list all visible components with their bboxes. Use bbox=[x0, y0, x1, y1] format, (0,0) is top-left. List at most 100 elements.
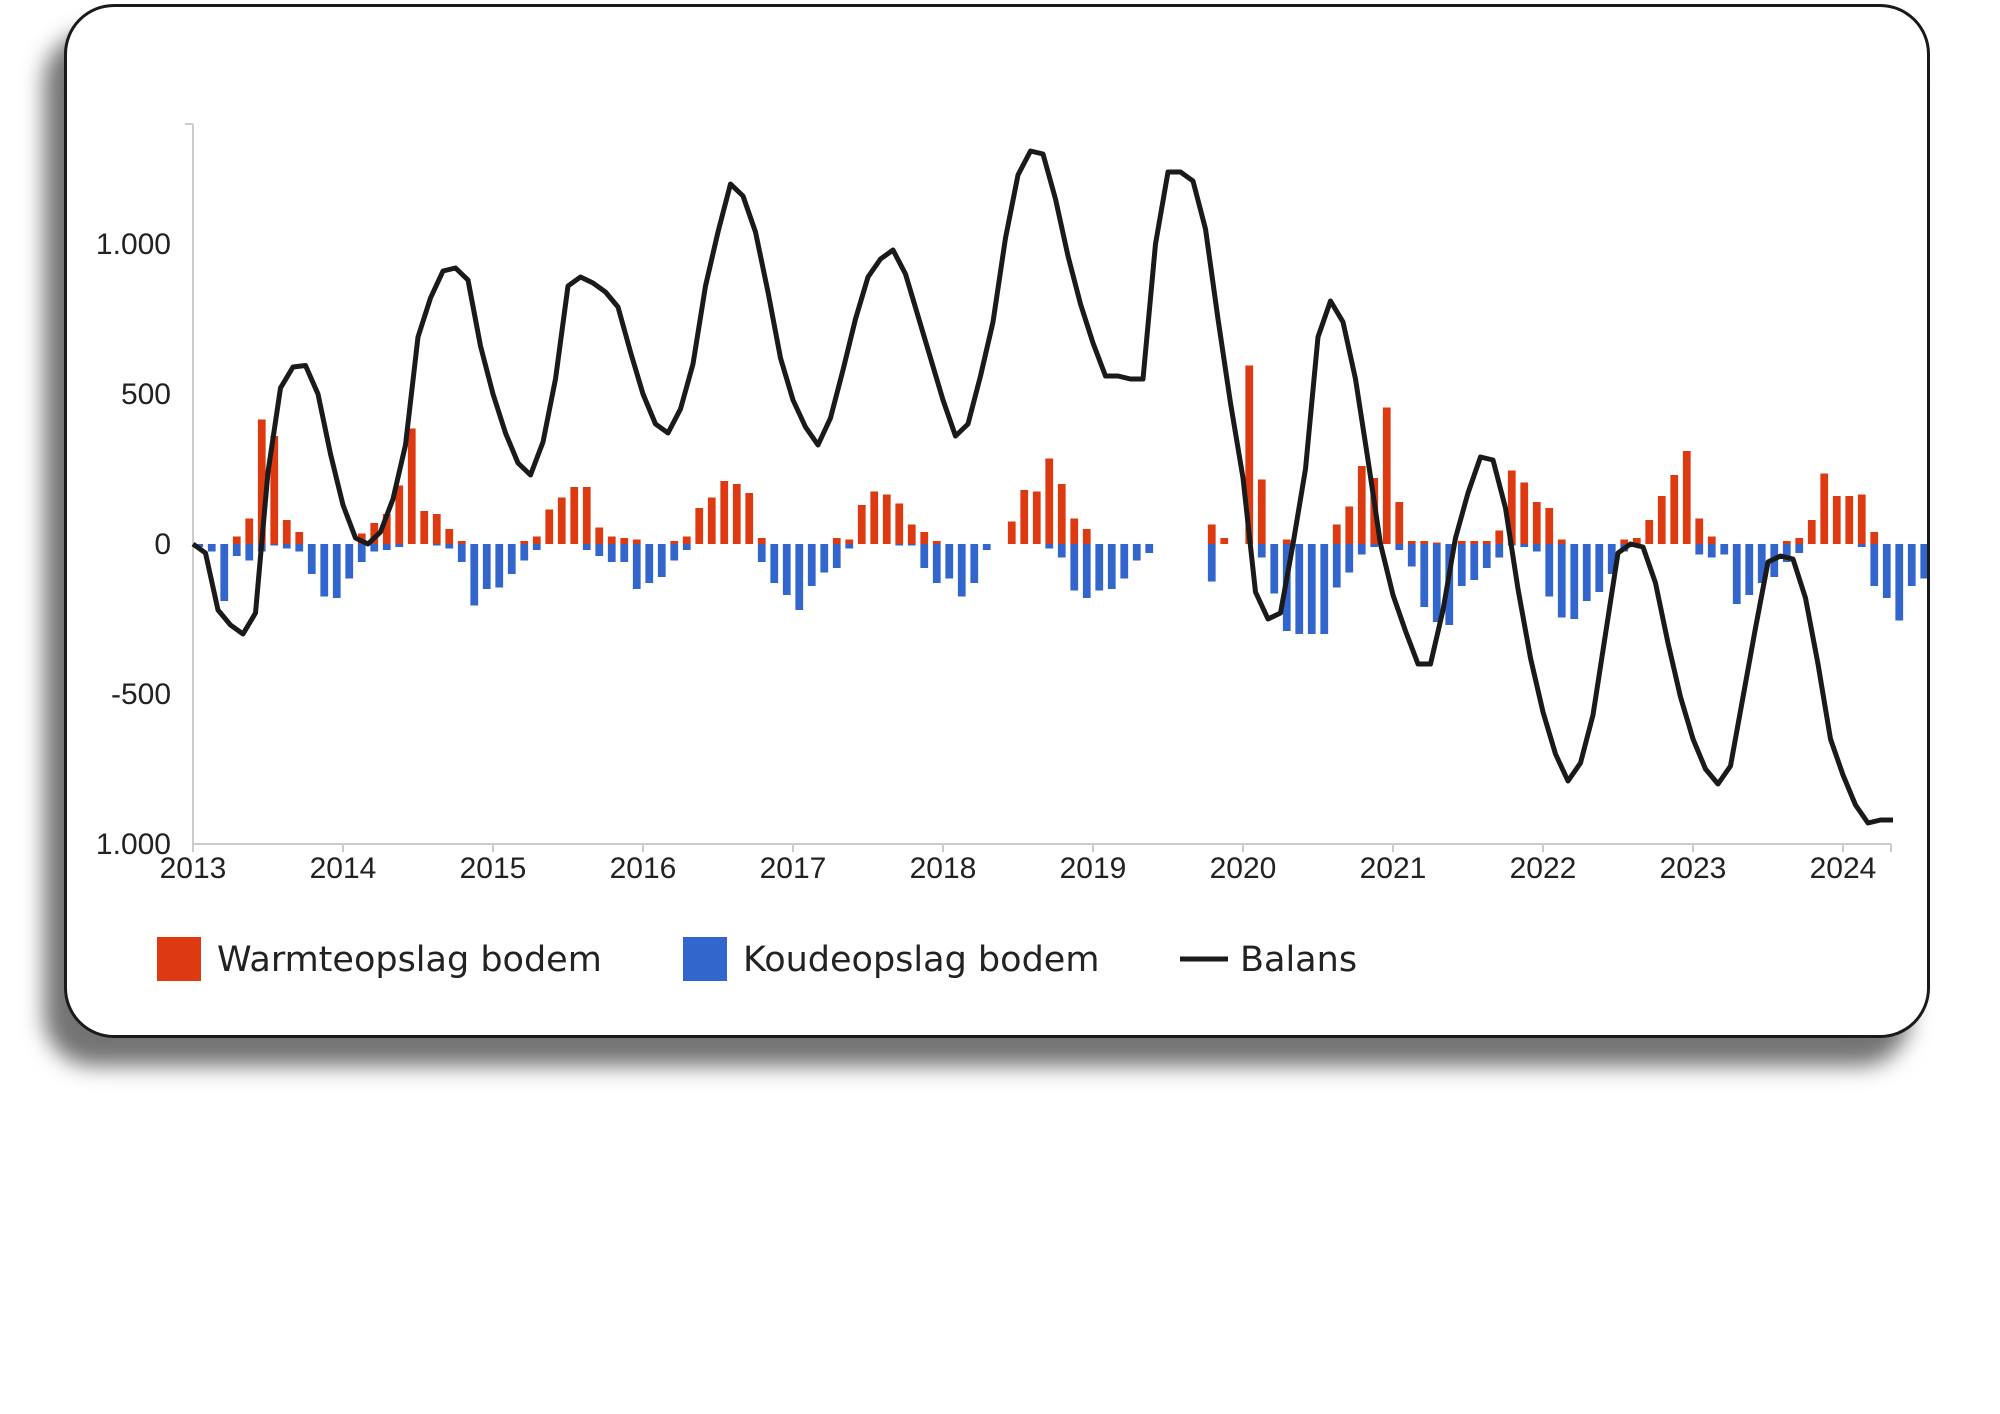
warmte-bar bbox=[1845, 496, 1854, 544]
koude-bar bbox=[1907, 544, 1916, 586]
warmte-bar bbox=[1357, 466, 1366, 544]
warmte-bar bbox=[1820, 473, 1829, 544]
warmte-bar bbox=[1332, 524, 1341, 544]
koude-bar bbox=[1745, 544, 1754, 595]
x-tick-label: 2019 bbox=[1060, 852, 1127, 885]
koude-bar bbox=[295, 544, 304, 552]
warmte-bar bbox=[1207, 524, 1216, 544]
koude-bar bbox=[1270, 544, 1279, 594]
koude-bar bbox=[1307, 544, 1316, 634]
koude-bar bbox=[1707, 544, 1716, 558]
balance-line bbox=[191, 148, 1893, 826]
warmte-bar bbox=[1632, 538, 1641, 544]
koude-bar bbox=[1595, 544, 1604, 592]
koude-bar bbox=[470, 544, 479, 606]
koude-bar bbox=[507, 544, 516, 574]
koude-bar bbox=[1295, 544, 1304, 634]
warmte-bar bbox=[1857, 494, 1866, 544]
warmte-bar bbox=[432, 514, 441, 544]
koude-bar bbox=[1520, 544, 1529, 547]
warmte-bar bbox=[545, 509, 554, 544]
y-tick-label: 0 bbox=[154, 528, 171, 561]
koude-bar bbox=[432, 544, 441, 546]
warmte-bar bbox=[257, 419, 266, 544]
warmte-bar bbox=[245, 518, 254, 544]
warmte-bar bbox=[1695, 518, 1704, 544]
warmte-bar bbox=[1520, 482, 1529, 544]
warmte-bar bbox=[1457, 541, 1466, 544]
koude-bar bbox=[1120, 544, 1129, 579]
warmte-bar bbox=[1707, 536, 1716, 544]
koude-bar bbox=[620, 544, 629, 562]
warmte-bar bbox=[1495, 530, 1504, 544]
warmte-bar bbox=[1682, 451, 1691, 544]
x-tick-label: 2015 bbox=[460, 852, 527, 885]
koude-bar bbox=[1320, 544, 1329, 634]
koude-bar bbox=[920, 544, 929, 568]
warmte-bar bbox=[1007, 521, 1016, 544]
warmte-bar bbox=[620, 538, 629, 544]
warmte-bar bbox=[845, 539, 854, 544]
y-tick-label: 500 bbox=[121, 378, 171, 411]
koude-bar bbox=[332, 544, 341, 598]
x-tick-label: 2022 bbox=[1510, 852, 1577, 885]
warmte-bar bbox=[920, 532, 929, 544]
warmte-bar bbox=[270, 436, 279, 544]
koude-bar bbox=[1257, 544, 1266, 558]
warmte-bar bbox=[870, 491, 879, 544]
koude-bar bbox=[1132, 544, 1141, 561]
warmte-bar bbox=[757, 538, 766, 544]
koude-bar bbox=[445, 544, 454, 549]
warmte-bar bbox=[1257, 479, 1266, 544]
warmte-bar bbox=[882, 494, 891, 544]
warmte-bar bbox=[1795, 538, 1804, 544]
koude-bar bbox=[245, 544, 254, 561]
koude-bar bbox=[270, 544, 279, 546]
balance-line-layer bbox=[191, 148, 1893, 826]
koude-bar bbox=[782, 544, 791, 595]
warmte-bar bbox=[682, 536, 691, 544]
x-tick-label: 2014 bbox=[310, 852, 377, 885]
warmte-bar bbox=[445, 529, 454, 544]
warmte-bar bbox=[1557, 539, 1566, 544]
koude-bar bbox=[1420, 544, 1429, 607]
koude-bar bbox=[382, 544, 391, 550]
legend-swatch bbox=[157, 937, 201, 981]
y-tick-label: -500 bbox=[111, 678, 171, 711]
warmte-bar bbox=[420, 511, 429, 544]
koude-bar bbox=[307, 544, 316, 574]
legend-label: Balans bbox=[1240, 940, 1357, 980]
warmte-bar bbox=[745, 493, 754, 544]
warmte-bar bbox=[457, 541, 466, 544]
warmte-bar bbox=[570, 487, 579, 544]
koude-bar bbox=[1795, 544, 1804, 553]
warmte-bar bbox=[1420, 541, 1429, 544]
koude-bar bbox=[682, 544, 691, 550]
koude-bar bbox=[1870, 544, 1879, 586]
warmte-bar bbox=[1032, 491, 1041, 544]
warmte-bar bbox=[520, 541, 529, 544]
koude-bar bbox=[1557, 544, 1566, 618]
warmte-bar bbox=[1070, 518, 1079, 544]
warmte-bar bbox=[1245, 365, 1254, 544]
koude-bar bbox=[795, 544, 804, 610]
koude-bar bbox=[1145, 544, 1154, 553]
warmte-bar bbox=[1670, 475, 1679, 544]
warmte-bar bbox=[1082, 529, 1091, 544]
warmte-bar bbox=[295, 532, 304, 544]
koude-bar bbox=[482, 544, 491, 589]
koude-bar bbox=[1757, 544, 1766, 583]
warmte-bar bbox=[1832, 496, 1841, 544]
x-tick-label: 2017 bbox=[760, 852, 827, 885]
koude-bar bbox=[520, 544, 529, 561]
koude-bar bbox=[845, 544, 854, 549]
warmte-bar bbox=[1345, 506, 1354, 544]
legend: Warmteopslag bodem Koudeopslag bodem Balan… bbox=[157, 937, 1357, 981]
koude-bar bbox=[770, 544, 779, 583]
koude-bar bbox=[970, 544, 979, 583]
warmte-bar bbox=[832, 538, 841, 544]
warmte-bar bbox=[1432, 542, 1441, 544]
koude-bar bbox=[370, 544, 379, 552]
y-tick-label: 1.000 bbox=[96, 228, 171, 261]
koude-bar bbox=[1920, 544, 1927, 579]
